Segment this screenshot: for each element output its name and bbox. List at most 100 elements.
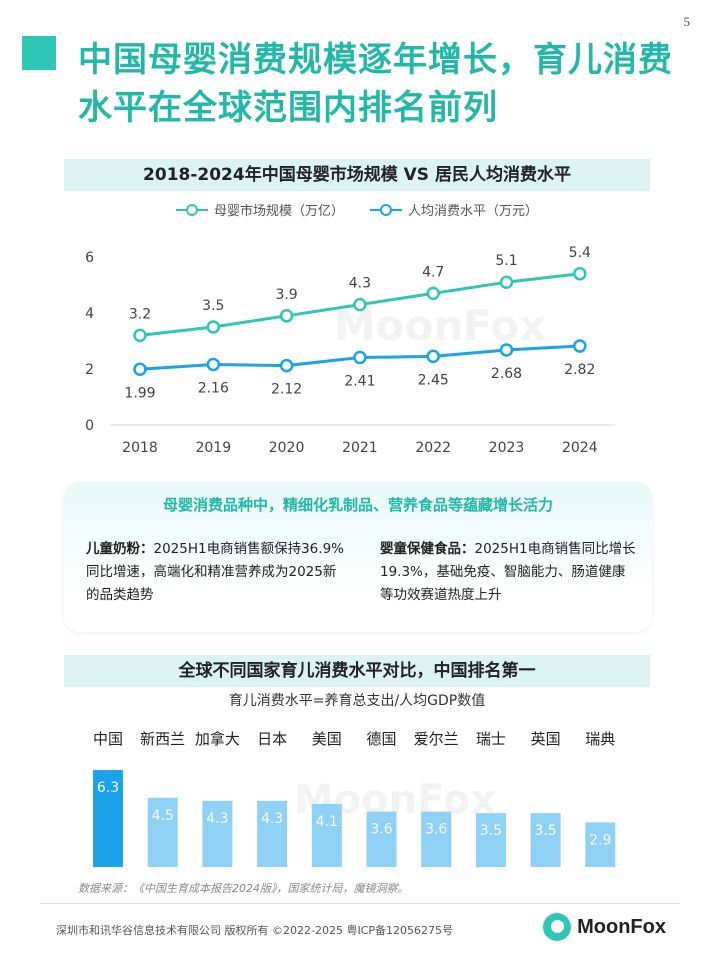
callout-right-title: 婴童保健食品： <box>380 541 475 557</box>
bar <box>93 770 123 867</box>
country-label: 瑞典 <box>585 730 616 748</box>
page-number: 5 <box>683 14 691 29</box>
series-2-point <box>133 362 147 377</box>
series-2-data-label: 2.12 <box>271 382 302 398</box>
series-1-point <box>206 320 221 334</box>
country-label: 美国 <box>311 730 342 748</box>
country-label: 中国 <box>92 730 123 748</box>
x-tick-label: 2020 <box>269 440 305 456</box>
y-tick-label: 2 <box>85 362 94 378</box>
watermark-text: MoonFox <box>334 301 546 350</box>
footer-copyright: 深圳市和讯华谷信息技术有限公司 版权所有 ©2022-2025 粤ICP备120… <box>56 924 453 937</box>
series-1-data-label: 3.9 <box>275 287 297 303</box>
series-1-data-label: 5.1 <box>495 253 517 269</box>
callout-left-title: 儿童奶粉： <box>86 541 154 557</box>
bar-value-label: 3.6 <box>370 822 392 838</box>
moonfox-logo: MoonFox <box>543 913 666 941</box>
y-tick-label: 4 <box>85 306 94 322</box>
bar-value-label: 4.3 <box>261 811 283 827</box>
series-1-data-label: 5.4 <box>569 245 591 261</box>
country-label: 新西兰 <box>140 730 186 748</box>
moonfox-logo-icon <box>543 913 572 941</box>
bar <box>530 813 561 867</box>
country-label: 德国 <box>366 730 397 748</box>
bar-value-label: 4.1 <box>316 814 338 830</box>
line-chart: MoonFox 0 2 4 6 2018 2019 2020 2021 2022 2023 2024 3… <box>85 245 615 456</box>
footer-divider <box>40 903 680 904</box>
legend-swatch-market-size <box>175 203 208 216</box>
country-label: 日本 <box>257 730 288 748</box>
bar-value-label: 3.5 <box>534 823 556 839</box>
country-label: 加拿大 <box>194 730 240 748</box>
country-label: 瑞士 <box>475 730 506 748</box>
series-1-point <box>279 309 294 323</box>
series-2-data-label: 2.68 <box>491 366 522 382</box>
callout-right-body: 2025H1电商销售同比增长19.3%，基础免疫、智脑能力、肠道健康等功效赛道热… <box>380 541 636 603</box>
bar <box>366 811 397 867</box>
bar <box>202 800 233 867</box>
line-chart-header: 2018-2024年中国母婴市场规模 VS 居民人均消费水平 <box>64 159 650 191</box>
bar <box>475 813 506 867</box>
series-1-point <box>353 297 367 312</box>
title-accent-block <box>22 36 56 70</box>
bar-value-label: 4.3 <box>206 811 228 827</box>
series-1-data-label: 3.5 <box>202 298 224 314</box>
x-tick-label: 2019 <box>195 440 231 456</box>
y-tick-label: 0 <box>85 418 94 434</box>
insight-callout: 母婴消费品种中，精细化乳制品、营养食品等蕴藏增长活力 儿童奶粉：2025H1电商… <box>64 482 652 632</box>
x-tick-label: 2024 <box>562 440 598 456</box>
legend-item-market-size: 母婴市场规模（万亿） <box>175 200 344 219</box>
bar-value-label: 4.5 <box>152 808 174 824</box>
series-2-point <box>426 349 440 364</box>
country-label: 英国 <box>530 730 561 748</box>
series-1-point <box>499 275 514 289</box>
series-1-data-label: 3.2 <box>129 306 151 322</box>
bar-value-label: 2.9 <box>589 832 611 848</box>
series-2-point <box>353 350 367 365</box>
callout-headline: 母婴消费品种中，精细化乳制品、营养食品等蕴藏增长活力 <box>162 496 553 514</box>
series-2-data-label: 2.41 <box>344 374 375 390</box>
x-tick-label: 2018 <box>122 440 158 456</box>
bar <box>585 822 616 867</box>
bar <box>147 797 178 867</box>
data-source-note: 数据来源：《中国生育成本报告2024版》，国家统计局，魔镜洞察。 <box>78 882 409 895</box>
page-title: 中国母婴消费规模逐年增长，育儿消费水平在全球范围内排名前列 <box>78 40 673 128</box>
moonfox-logo-text: MoonFox <box>577 915 666 938</box>
bar <box>421 811 452 867</box>
country-label: 爱尔兰 <box>413 730 459 748</box>
bar-value-label: 6.3 <box>97 780 119 796</box>
x-tick-label: 2022 <box>415 440 451 456</box>
x-tick-label: 2021 <box>342 440 378 456</box>
series-2-point <box>206 357 221 372</box>
y-tick-label: 6 <box>85 250 94 266</box>
bar-chart-header: 全球不同国家育儿消费水平对比，中国排名第一 <box>64 655 650 687</box>
legend-label-per-capita: 人均消费水平（万元） <box>408 204 539 219</box>
series-2-point <box>279 358 294 373</box>
series-1-point <box>133 328 147 343</box>
bar <box>257 800 288 867</box>
series-2-point <box>499 343 514 357</box>
legend-item-per-capita: 人均消费水平（万元） <box>370 200 538 219</box>
callout-left-column: 儿童奶粉：2025H1电商销售额保持36.9%同比增速，高端化和精准营养成为20… <box>86 538 344 607</box>
bar-value-label: 3.6 <box>425 822 447 838</box>
series-1-point <box>426 286 440 301</box>
series-2-point <box>573 339 587 353</box>
callout-left-body: 2025H1电商销售额保持36.9%同比增速，高端化和精准营养成为2025新的品… <box>86 541 344 603</box>
bar-value-label: 3.5 <box>480 823 502 839</box>
callout-right-column: 婴童保健食品：2025H1电商销售同比增长19.3%，基础免疫、智脑能力、肠道健… <box>380 538 638 607</box>
bar-chart-formula: 育儿消费水平=养育总支出/人均GDP数值 <box>228 693 486 709</box>
x-tick-label: 2023 <box>489 440 525 456</box>
bar <box>311 803 342 867</box>
legend-label-market-size: 母婴市场规模（万亿） <box>213 204 344 219</box>
series-2-data-label: 2.82 <box>564 362 595 378</box>
country-label-row: 中国 新西兰 加拿大 日本 美国 德国 爱尔兰 瑞士 英国 瑞典 <box>64 728 650 750</box>
series-2-data-label: 2.45 <box>418 372 449 388</box>
series-1-data-label: 4.7 <box>422 264 444 280</box>
series-2-data-label: 2.16 <box>198 381 229 397</box>
series-1-point <box>573 267 587 281</box>
legend-swatch-per-capita <box>370 203 402 216</box>
line-chart-legend: 母婴市场规模（万亿） 人均消费水平（万元） <box>64 200 650 219</box>
series-2-data-label: 1.99 <box>124 385 155 401</box>
series-1-data-label: 4.3 <box>349 276 371 292</box>
